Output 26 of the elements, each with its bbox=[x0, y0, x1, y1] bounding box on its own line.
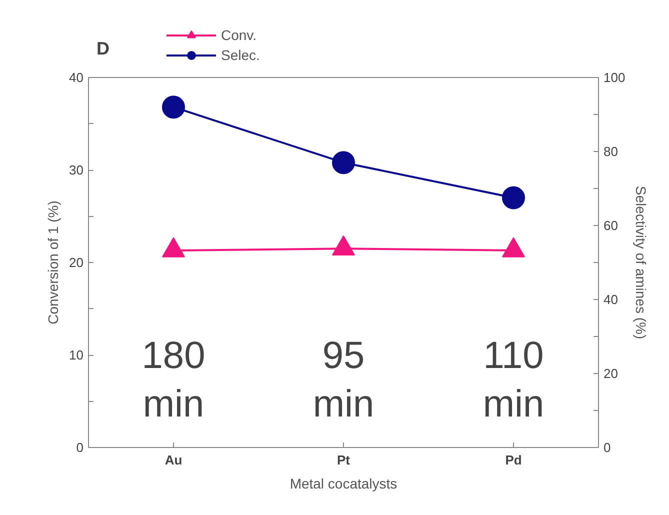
y2-tick-label: 60 bbox=[604, 218, 618, 233]
text: D bbox=[96, 38, 110, 58]
annotation: 180 min bbox=[142, 335, 206, 426]
x-tick-label: Au bbox=[164, 452, 182, 468]
y2-tick-label: 80 bbox=[604, 144, 618, 159]
legend-label: Selec. bbox=[221, 47, 260, 63]
annotation: 95 min bbox=[312, 335, 374, 426]
y-tick-label: 10 bbox=[69, 348, 84, 362]
y2-tick-label: 0 bbox=[604, 440, 611, 455]
x-axis-title: Metal cocatalysts bbox=[290, 476, 398, 492]
point bbox=[332, 151, 355, 174]
y-tick-label: 30 bbox=[69, 162, 84, 178]
y2-axis-title: Selectivity of amines (%) bbox=[633, 186, 650, 340]
x-tick-label: Pt bbox=[337, 452, 351, 468]
annotation: 110 min bbox=[482, 335, 544, 426]
point bbox=[502, 186, 525, 210]
y2-tick-label: 40 bbox=[604, 292, 618, 307]
x-tick-label: Pd bbox=[505, 452, 522, 468]
y-axis-title: Conversion of 1 (%) bbox=[45, 200, 62, 324]
legend-label: Conv. bbox=[221, 27, 257, 43]
y-tick-label: 0 bbox=[76, 440, 84, 455]
y-tick-label: 20 bbox=[69, 255, 84, 270]
y2-tick-label: 100 bbox=[604, 70, 626, 85]
point bbox=[162, 96, 185, 119]
y2-tick-label: 20 bbox=[604, 366, 618, 381]
y-tick-label: 40 bbox=[69, 70, 84, 85]
